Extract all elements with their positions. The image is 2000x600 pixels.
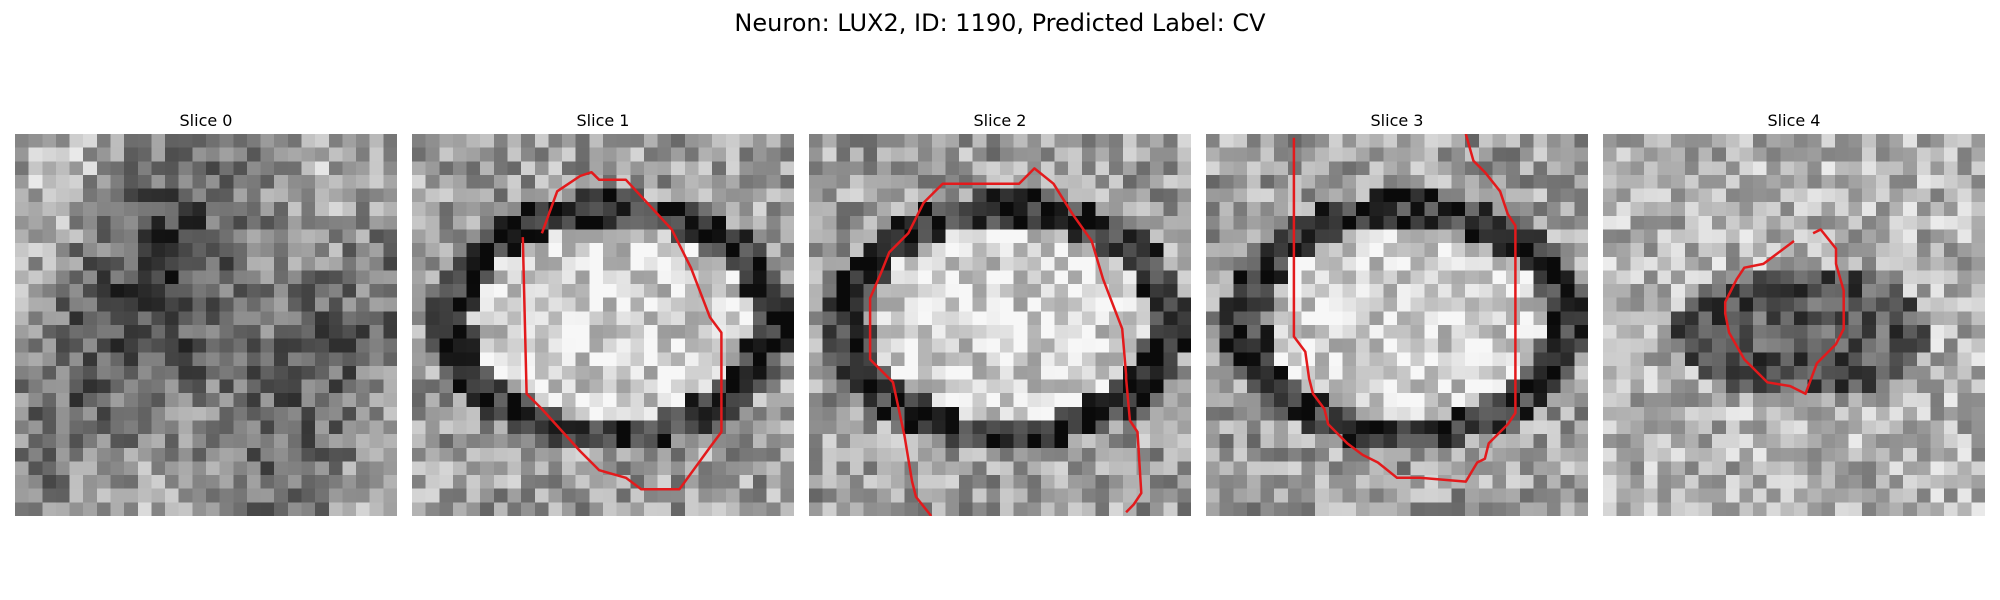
slice-panel-0: Slice 0 <box>15 108 397 516</box>
contour-overlay <box>1292 134 1517 483</box>
slice-panel-2: Slice 2 <box>809 108 1191 516</box>
slice-image <box>15 134 397 516</box>
slice-title: Slice 4 <box>1767 111 1821 130</box>
segmentation-contour <box>868 167 1143 516</box>
slice-title: Slice 0 <box>179 111 233 130</box>
slice-image <box>809 134 1191 516</box>
slice-panel-4: Slice 4 <box>1603 108 1985 516</box>
slice-image <box>412 134 794 516</box>
contour-overlay <box>521 170 723 491</box>
figure-title: Neuron: LUX2, ID: 1190, Predicted Label:… <box>734 9 1266 37</box>
segmentation-contour <box>521 170 723 491</box>
contour-overlay <box>868 167 1143 516</box>
slice-title: Slice 2 <box>973 111 1027 130</box>
slice-canvas <box>15 134 397 516</box>
contour-overlay <box>15 134 397 516</box>
slice-title: Slice 1 <box>576 111 630 130</box>
slice-panel-3: Slice 3 <box>1206 108 1588 516</box>
slice-image <box>1603 134 1985 516</box>
slice-image <box>1206 134 1588 516</box>
contour-overlay <box>1723 228 1845 396</box>
slice-canvas <box>1206 134 1588 516</box>
segmentation-contour <box>1292 134 1517 483</box>
slice-canvas <box>412 134 794 516</box>
segmentation-contour <box>1723 228 1845 396</box>
slice-panel-1: Slice 1 <box>412 108 794 516</box>
slice-title: Slice 3 <box>1370 111 1424 130</box>
slice-canvas <box>809 134 1191 516</box>
slice-canvas <box>1603 134 1985 516</box>
